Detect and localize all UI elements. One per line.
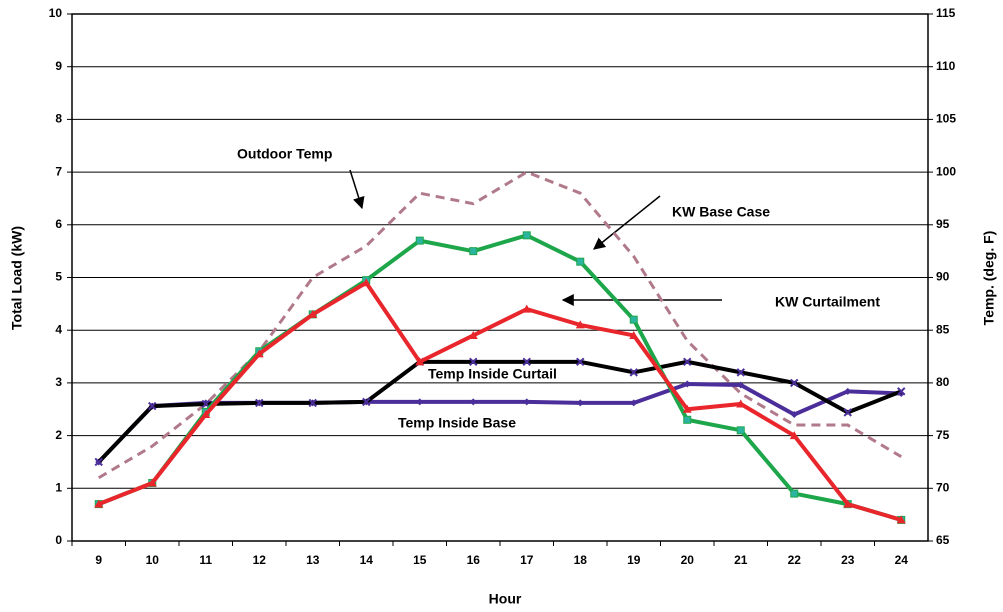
y-tick-label: 9 — [55, 59, 62, 73]
marker — [255, 398, 264, 408]
marker — [94, 457, 103, 467]
y2-tick-label: 80 — [936, 375, 950, 389]
marker — [469, 247, 478, 256]
marker — [362, 397, 371, 407]
arrow — [349, 169, 365, 210]
x-tick-label: 20 — [681, 553, 695, 567]
x-tick-label: 15 — [413, 553, 427, 567]
marker — [94, 499, 104, 508]
marker — [415, 357, 425, 366]
y-tick-label: 0 — [55, 533, 62, 547]
y2-tick-label: 105 — [936, 112, 956, 126]
x-tick-label: 12 — [253, 553, 267, 567]
marker — [790, 489, 799, 498]
marker — [147, 478, 157, 487]
y2-axis-label: Temp. (deg. F) — [981, 231, 997, 326]
y-tick-label: 2 — [55, 428, 62, 442]
y-tick-label: 4 — [55, 322, 62, 336]
marker — [469, 398, 477, 406]
x-axis-label: Hour — [489, 591, 522, 607]
marker — [522, 304, 532, 313]
y2-tick-label: 90 — [936, 270, 950, 284]
y-tick-label: 10 — [49, 6, 63, 20]
marker — [843, 408, 852, 417]
x-tick-label: 23 — [841, 553, 855, 567]
marker — [361, 278, 371, 287]
marker — [308, 398, 317, 408]
marker — [254, 349, 264, 358]
series-line — [97, 359, 902, 464]
y-tick-label: 6 — [55, 217, 62, 231]
x-tick-label: 11 — [199, 553, 212, 567]
y-tick-label: 1 — [55, 480, 62, 494]
marker — [523, 398, 531, 406]
y2-tick-label: 110 — [936, 59, 956, 73]
marker — [683, 415, 692, 424]
arrow — [593, 195, 661, 250]
marker — [576, 357, 585, 367]
y2-tick-label: 115 — [936, 6, 956, 20]
marker — [415, 236, 424, 245]
marker — [789, 431, 799, 440]
y2-tick-label: 100 — [936, 164, 956, 178]
marker — [790, 378, 799, 388]
x-tick-label: 9 — [95, 553, 102, 567]
annotation: KW Curtailment — [775, 294, 880, 310]
marker — [629, 315, 638, 324]
x-tick-label: 14 — [360, 553, 374, 567]
marker — [844, 387, 852, 395]
marker — [522, 231, 531, 240]
marker — [576, 257, 585, 266]
marker — [790, 411, 798, 419]
marker — [308, 309, 318, 318]
marker — [630, 399, 638, 407]
x-tick-label: 21 — [734, 553, 748, 567]
marker — [468, 330, 478, 339]
y-tick-label: 3 — [55, 375, 62, 389]
marker — [683, 380, 691, 388]
x-tick-label: 16 — [467, 553, 481, 567]
marker — [737, 381, 745, 389]
marker — [522, 357, 531, 367]
annotation: KW Base Case — [672, 204, 770, 220]
marker — [736, 426, 745, 435]
series-line — [97, 170, 903, 480]
y-axis-label: Total Load (kW) — [9, 226, 25, 330]
y-tick-label: 8 — [55, 112, 62, 126]
marker — [575, 320, 585, 329]
x-tick-label: 24 — [895, 553, 909, 567]
marker — [148, 401, 157, 411]
marker — [682, 404, 692, 413]
marker — [576, 399, 584, 407]
annotation: Temp Inside Base — [398, 415, 516, 431]
x-tick-label: 17 — [520, 553, 534, 567]
x-tick-label: 10 — [146, 553, 160, 567]
y2-tick-label: 65 — [936, 533, 950, 547]
marker — [683, 357, 692, 367]
marker — [736, 368, 745, 377]
x-tick-label: 19 — [627, 553, 641, 567]
series-line — [98, 280, 902, 522]
y2-tick-label: 85 — [936, 322, 950, 336]
marker — [416, 398, 424, 406]
marker — [201, 410, 211, 419]
y2-tick-label: 95 — [936, 217, 950, 231]
x-tick-label: 18 — [574, 553, 588, 567]
y-tick-label: 5 — [55, 270, 62, 284]
marker — [843, 499, 853, 508]
marker — [629, 330, 639, 339]
y-tick-label: 7 — [55, 164, 62, 178]
marker — [629, 368, 638, 377]
marker — [897, 387, 906, 396]
marker — [469, 357, 478, 367]
marker — [896, 515, 906, 524]
annotation: Outdoor Temp — [237, 146, 332, 162]
x-tick-label: 13 — [306, 553, 320, 567]
marker — [736, 399, 746, 408]
y2-tick-label: 70 — [936, 480, 950, 494]
y2-tick-label: 75 — [936, 428, 950, 442]
annotation: Temp Inside Curtail — [428, 366, 557, 382]
x-tick-label: 22 — [788, 553, 802, 567]
